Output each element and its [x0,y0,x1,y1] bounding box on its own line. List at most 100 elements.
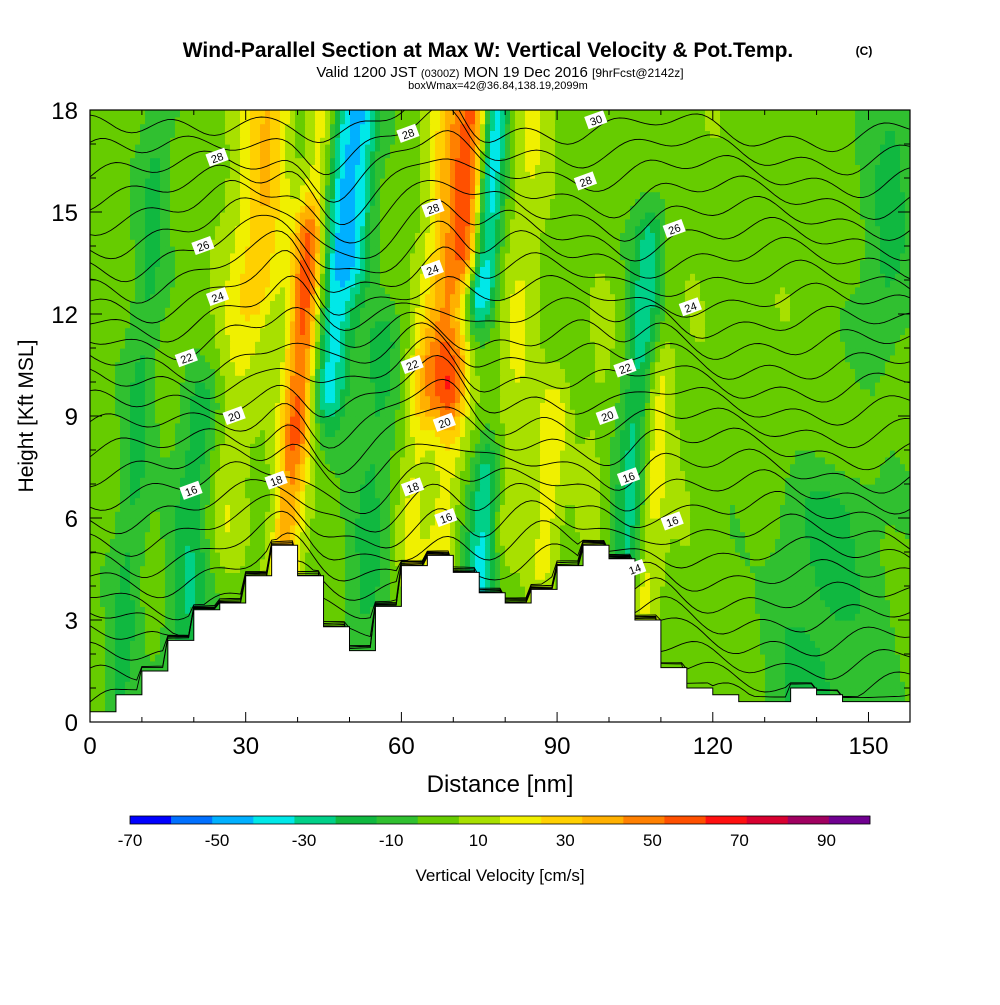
velocity-cell [240,511,246,519]
velocity-cell [165,565,171,573]
velocity-cell [755,613,761,621]
velocity-cell [140,613,146,621]
velocity-cell [825,626,831,635]
velocity-cell [100,688,106,696]
velocity-cell [780,633,786,641]
velocity-cell [780,606,786,614]
velocity-cell [120,531,126,539]
velocity-cell [300,524,306,533]
velocity-cell [780,647,786,655]
velocity-cell [340,572,346,580]
velocity-cell [785,613,791,621]
velocity-cell [495,558,501,567]
velocity-cell [680,606,686,614]
velocity-cell [900,558,906,567]
velocity-cell [130,558,136,567]
velocity-cell [800,667,806,675]
velocity-cell [830,620,836,628]
velocity-cell [820,606,826,614]
velocity-cell [660,626,666,635]
velocity-cell [100,654,106,662]
velocity-cell [740,606,746,614]
velocity-cell [180,565,186,573]
velocity-cell [755,660,761,669]
velocity-cell [895,647,901,655]
velocity-cell [385,552,391,560]
velocity-cell [845,545,851,553]
velocity-cell [210,552,216,560]
velocity-cell [150,558,156,567]
velocity-cell [255,511,261,519]
velocity-cell [125,579,131,587]
velocity-cell [145,572,151,580]
velocity-cell [860,647,866,655]
velocity-cell [150,538,156,546]
velocity-cell [860,538,866,546]
velocity-cell [385,592,391,601]
velocity-cell [670,633,676,641]
velocity-cell [810,552,816,560]
velocity-cell [760,620,766,628]
velocity-cell [655,586,661,594]
velocity-cell [330,620,336,628]
velocity-cell [595,531,601,539]
velocity-cell [665,586,671,594]
velocity-cell [850,572,856,580]
velocity-cell [100,572,106,580]
velocity-cell [260,524,266,533]
velocity-cell [90,599,96,607]
velocity-cell [370,538,376,546]
velocity-cell [820,572,826,580]
velocity-cell [725,681,731,689]
velocity-cell [895,688,901,696]
velocity-cell [885,579,891,587]
velocity-cell [770,626,776,635]
velocity-cell [720,552,726,560]
velocity-cell [145,511,151,519]
velocity-cell [125,674,131,682]
velocity-cell [165,558,171,567]
velocity-cell [110,688,116,696]
velocity-cell [665,660,671,669]
velocity-cell [120,538,126,546]
velocity-cell [840,660,846,669]
velocity-cell [155,586,161,594]
velocity-cell [210,518,216,526]
velocity-cell [875,681,881,689]
velocity-cell [855,620,861,628]
velocity-cell [370,552,376,560]
velocity-cell [360,538,366,546]
velocity-cell [780,640,786,648]
velocity-cell [865,552,871,560]
velocity-cell [810,572,816,580]
velocity-cell [160,545,166,553]
velocity-cell [800,606,806,614]
velocity-cell [825,688,831,696]
velocity-cell [715,599,721,607]
velocity-cell [840,674,846,682]
velocity-cell [525,572,531,580]
velocity-cell [380,558,386,567]
velocity-cell [840,647,846,655]
velocity-cell [325,579,331,587]
velocity-cell [110,681,116,689]
velocity-cell [210,538,216,546]
velocity-cell [375,518,381,526]
velocity-cell [275,524,281,533]
velocity-cell [690,599,696,607]
velocity-cell [900,531,906,539]
velocity-cell [650,606,656,614]
velocity-cell [195,579,201,587]
velocity-cell [225,558,231,567]
velocity-cell [485,518,491,526]
velocity-cell [755,524,761,533]
velocity-cell [640,606,646,614]
velocity-cell [720,586,726,594]
subtitle-forecast: [9hrFcst@2142z] [592,66,684,80]
velocity-cell [645,518,651,526]
velocity-cell [345,579,351,587]
velocity-cell [750,647,756,655]
velocity-cell [650,538,656,546]
velocity-cell [115,552,121,560]
velocity-cell [510,531,516,539]
